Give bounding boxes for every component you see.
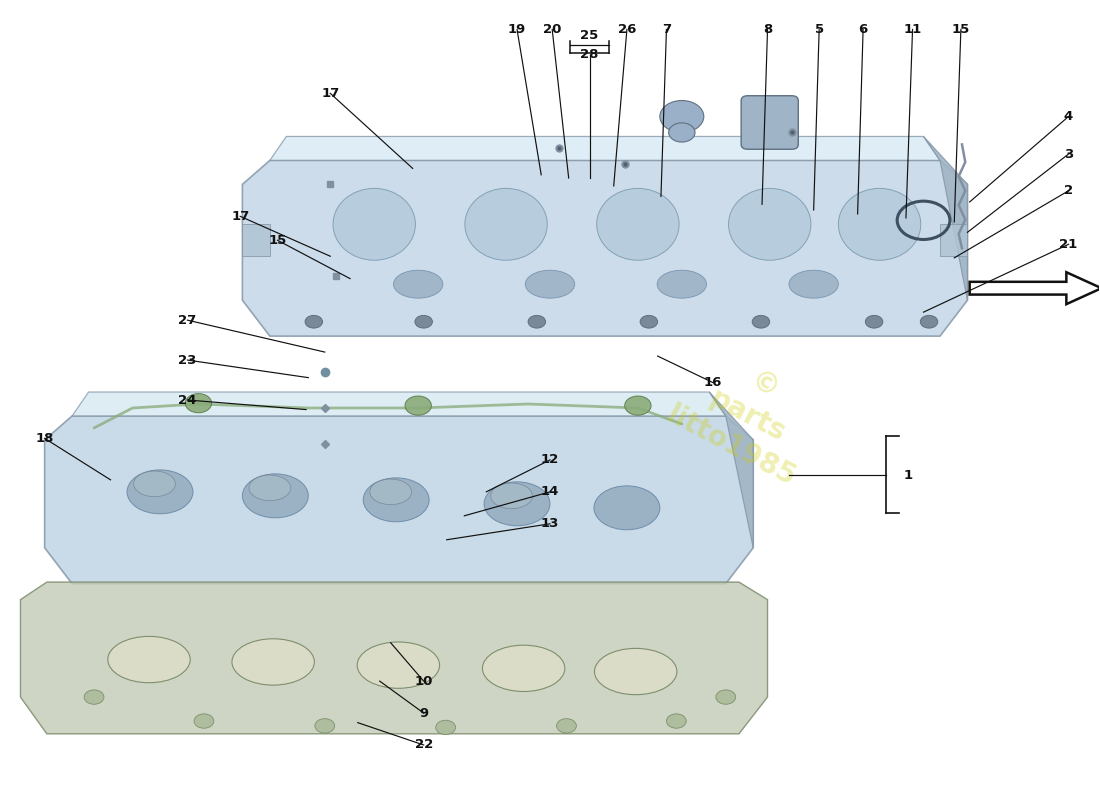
Text: 20: 20 xyxy=(543,23,561,36)
Ellipse shape xyxy=(333,188,416,260)
Polygon shape xyxy=(45,416,754,584)
Text: 10: 10 xyxy=(415,674,432,688)
Text: 4: 4 xyxy=(1064,110,1074,123)
Text: 15: 15 xyxy=(268,234,287,246)
Ellipse shape xyxy=(491,483,532,509)
Polygon shape xyxy=(940,224,968,256)
Polygon shape xyxy=(73,392,726,416)
Text: 23: 23 xyxy=(178,354,197,366)
Circle shape xyxy=(660,101,704,133)
Ellipse shape xyxy=(789,270,838,298)
Ellipse shape xyxy=(108,636,190,682)
Text: 8: 8 xyxy=(763,23,772,36)
Text: 3: 3 xyxy=(1064,147,1074,161)
Text: 6: 6 xyxy=(858,23,868,36)
Circle shape xyxy=(669,123,695,142)
Circle shape xyxy=(185,394,211,413)
Ellipse shape xyxy=(596,188,679,260)
Text: ©
parts
litto1985: © parts litto1985 xyxy=(662,340,834,492)
Polygon shape xyxy=(710,392,754,548)
Circle shape xyxy=(640,315,658,328)
Ellipse shape xyxy=(133,471,175,497)
Ellipse shape xyxy=(838,188,921,260)
Ellipse shape xyxy=(363,478,429,522)
Ellipse shape xyxy=(249,475,290,501)
Circle shape xyxy=(752,315,770,328)
Text: 25: 25 xyxy=(581,29,598,42)
Circle shape xyxy=(436,720,455,734)
Text: 1: 1 xyxy=(904,469,913,482)
Circle shape xyxy=(921,315,938,328)
Text: 14: 14 xyxy=(541,486,559,498)
Text: 13: 13 xyxy=(541,518,559,530)
Ellipse shape xyxy=(484,482,550,526)
Polygon shape xyxy=(21,582,768,734)
Circle shape xyxy=(194,714,213,728)
Text: 11: 11 xyxy=(903,23,922,36)
Ellipse shape xyxy=(370,479,411,505)
Ellipse shape xyxy=(594,486,660,530)
Circle shape xyxy=(557,718,576,733)
Ellipse shape xyxy=(126,470,192,514)
Text: 26: 26 xyxy=(618,23,636,36)
Ellipse shape xyxy=(483,645,564,691)
Ellipse shape xyxy=(657,270,706,298)
Ellipse shape xyxy=(594,648,676,694)
Circle shape xyxy=(667,714,686,728)
Ellipse shape xyxy=(465,188,548,260)
Ellipse shape xyxy=(394,270,443,298)
Circle shape xyxy=(716,690,736,704)
Polygon shape xyxy=(270,137,940,161)
Circle shape xyxy=(625,396,651,415)
Ellipse shape xyxy=(232,638,315,685)
Text: 21: 21 xyxy=(1059,238,1078,250)
Text: 2: 2 xyxy=(1064,184,1074,198)
FancyBboxPatch shape xyxy=(741,96,799,150)
Polygon shape xyxy=(242,161,968,336)
Text: 12: 12 xyxy=(541,454,559,466)
Text: 16: 16 xyxy=(703,376,722,389)
Polygon shape xyxy=(924,137,968,300)
Text: 27: 27 xyxy=(178,314,197,326)
Circle shape xyxy=(415,315,432,328)
Circle shape xyxy=(85,690,104,704)
Text: 5: 5 xyxy=(815,23,824,36)
Ellipse shape xyxy=(358,642,440,688)
Polygon shape xyxy=(970,272,1100,304)
Text: 28: 28 xyxy=(581,49,598,62)
Circle shape xyxy=(305,315,322,328)
Text: 19: 19 xyxy=(508,23,526,36)
Ellipse shape xyxy=(242,474,308,518)
Polygon shape xyxy=(242,224,270,256)
Text: 17: 17 xyxy=(321,87,340,100)
Text: 24: 24 xyxy=(178,394,197,406)
Text: 15: 15 xyxy=(952,23,970,36)
Circle shape xyxy=(315,718,334,733)
Text: 17: 17 xyxy=(231,210,250,223)
Circle shape xyxy=(866,315,883,328)
Ellipse shape xyxy=(728,188,811,260)
Ellipse shape xyxy=(526,270,574,298)
Text: 22: 22 xyxy=(415,738,432,751)
Text: 9: 9 xyxy=(419,706,428,719)
Circle shape xyxy=(405,396,431,415)
Text: 18: 18 xyxy=(35,432,54,445)
Text: 7: 7 xyxy=(662,23,671,36)
Circle shape xyxy=(528,315,546,328)
